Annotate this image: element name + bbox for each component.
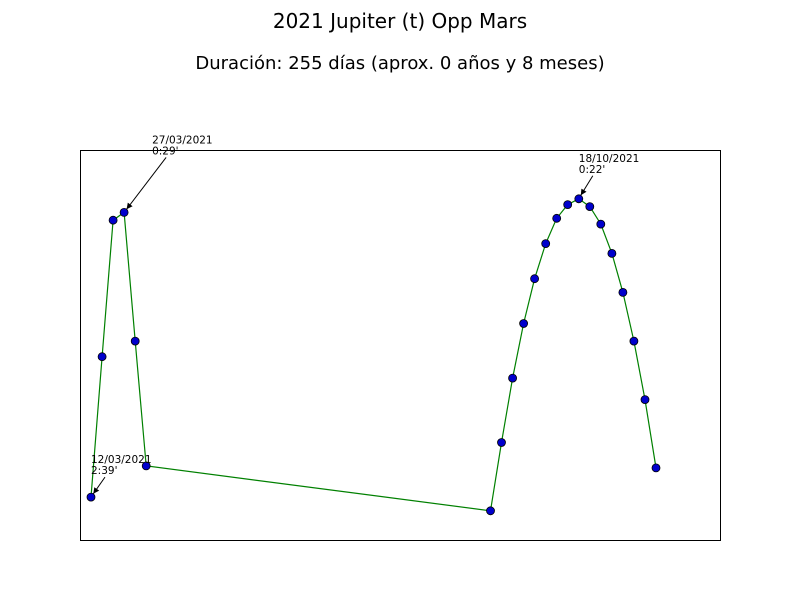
chart-subtitle: Duración: 255 días (aprox. 0 años y 8 me…: [195, 53, 604, 74]
annotation-date-1: 27/03/2021: [152, 134, 213, 146]
chart-title: 2021 Jupiter (t) Opp Mars: [273, 9, 527, 33]
data-point-17: [607, 248, 617, 258]
data-point-20: [640, 395, 650, 405]
data-point-14: [574, 194, 584, 204]
series-line-0: [90, 198, 657, 512]
data-point-13: [563, 200, 573, 210]
data-point-1: [97, 352, 107, 362]
data-point-4: [130, 336, 140, 346]
data-point-19: [629, 336, 639, 346]
annotation-value-2: 0:22': [579, 164, 605, 176]
data-point-6: [486, 506, 495, 516]
annotation-date-0: 12/03/2021: [91, 454, 152, 466]
data-point-15: [585, 202, 595, 212]
annotation-value-0: 2:39': [91, 465, 117, 477]
data-point-9: [519, 319, 528, 328]
data-point-3: [119, 207, 129, 217]
annotation-arrowhead-1: [126, 202, 133, 210]
data-point-8: [508, 373, 517, 383]
annotation-date-2: 18/10/2021: [579, 153, 640, 165]
data-point-0: [86, 492, 96, 502]
data-point-10: [530, 274, 539, 284]
annotation-arrowhead-2: [580, 188, 587, 196]
data-point-7: [497, 438, 506, 447]
plot-frame: [80, 150, 721, 541]
annotation-arrowhead-0: [93, 487, 100, 494]
data-point-21: [651, 463, 661, 473]
data-point-2: [108, 215, 118, 225]
data-point-11: [541, 239, 551, 249]
data-point-12: [552, 213, 562, 223]
data-point-18: [618, 287, 628, 297]
annotation-value-1: 0:29': [152, 145, 178, 157]
data-point-5: [141, 461, 151, 471]
annotation-arrow-1: [126, 157, 167, 210]
data-point-16: [596, 219, 606, 229]
series-layer: [86, 194, 661, 516]
